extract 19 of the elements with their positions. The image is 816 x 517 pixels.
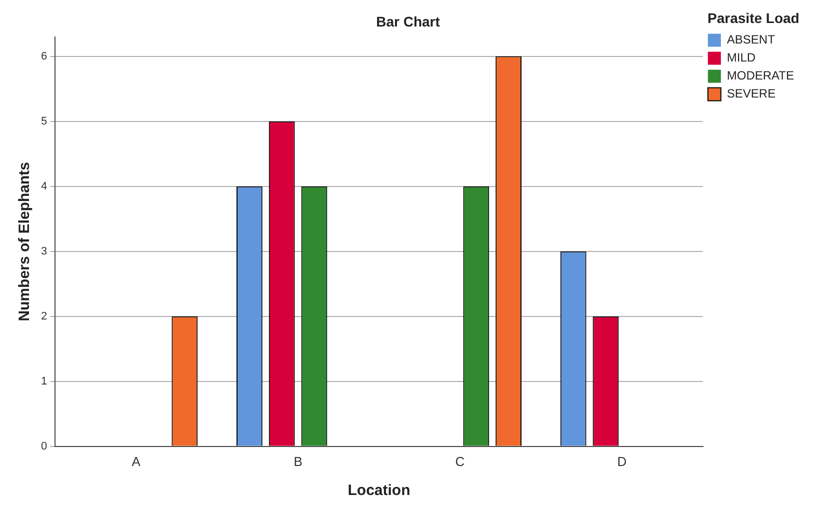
legend-label: MODERATE <box>726 68 794 83</box>
x-tick-label: C <box>455 454 465 469</box>
x-tick-label: A <box>132 454 141 469</box>
y-tick-label: 4 <box>40 180 48 192</box>
legend-label: MILD <box>726 50 756 65</box>
chart-title: Bar Chart <box>376 13 440 30</box>
y-tick-label: 3 <box>40 245 48 258</box>
y-tick-label: 6 <box>40 50 48 62</box>
y-tick-label: 1 <box>40 375 48 388</box>
x-axis-title: Location <box>348 482 410 500</box>
legend-label: ABSENT <box>726 32 776 47</box>
y-axis-title: Numbers of Elephants <box>16 162 34 322</box>
y-tick-label: 0 <box>40 440 48 452</box>
x-tick-label: D <box>617 454 627 469</box>
x-tick-label: B <box>294 454 302 469</box>
legend-title: Parasite Load <box>708 10 800 26</box>
legend-label: SEVERE <box>726 86 776 101</box>
y-tick-label: 5 <box>40 115 48 128</box>
y-tick-label: 2 <box>40 310 48 322</box>
